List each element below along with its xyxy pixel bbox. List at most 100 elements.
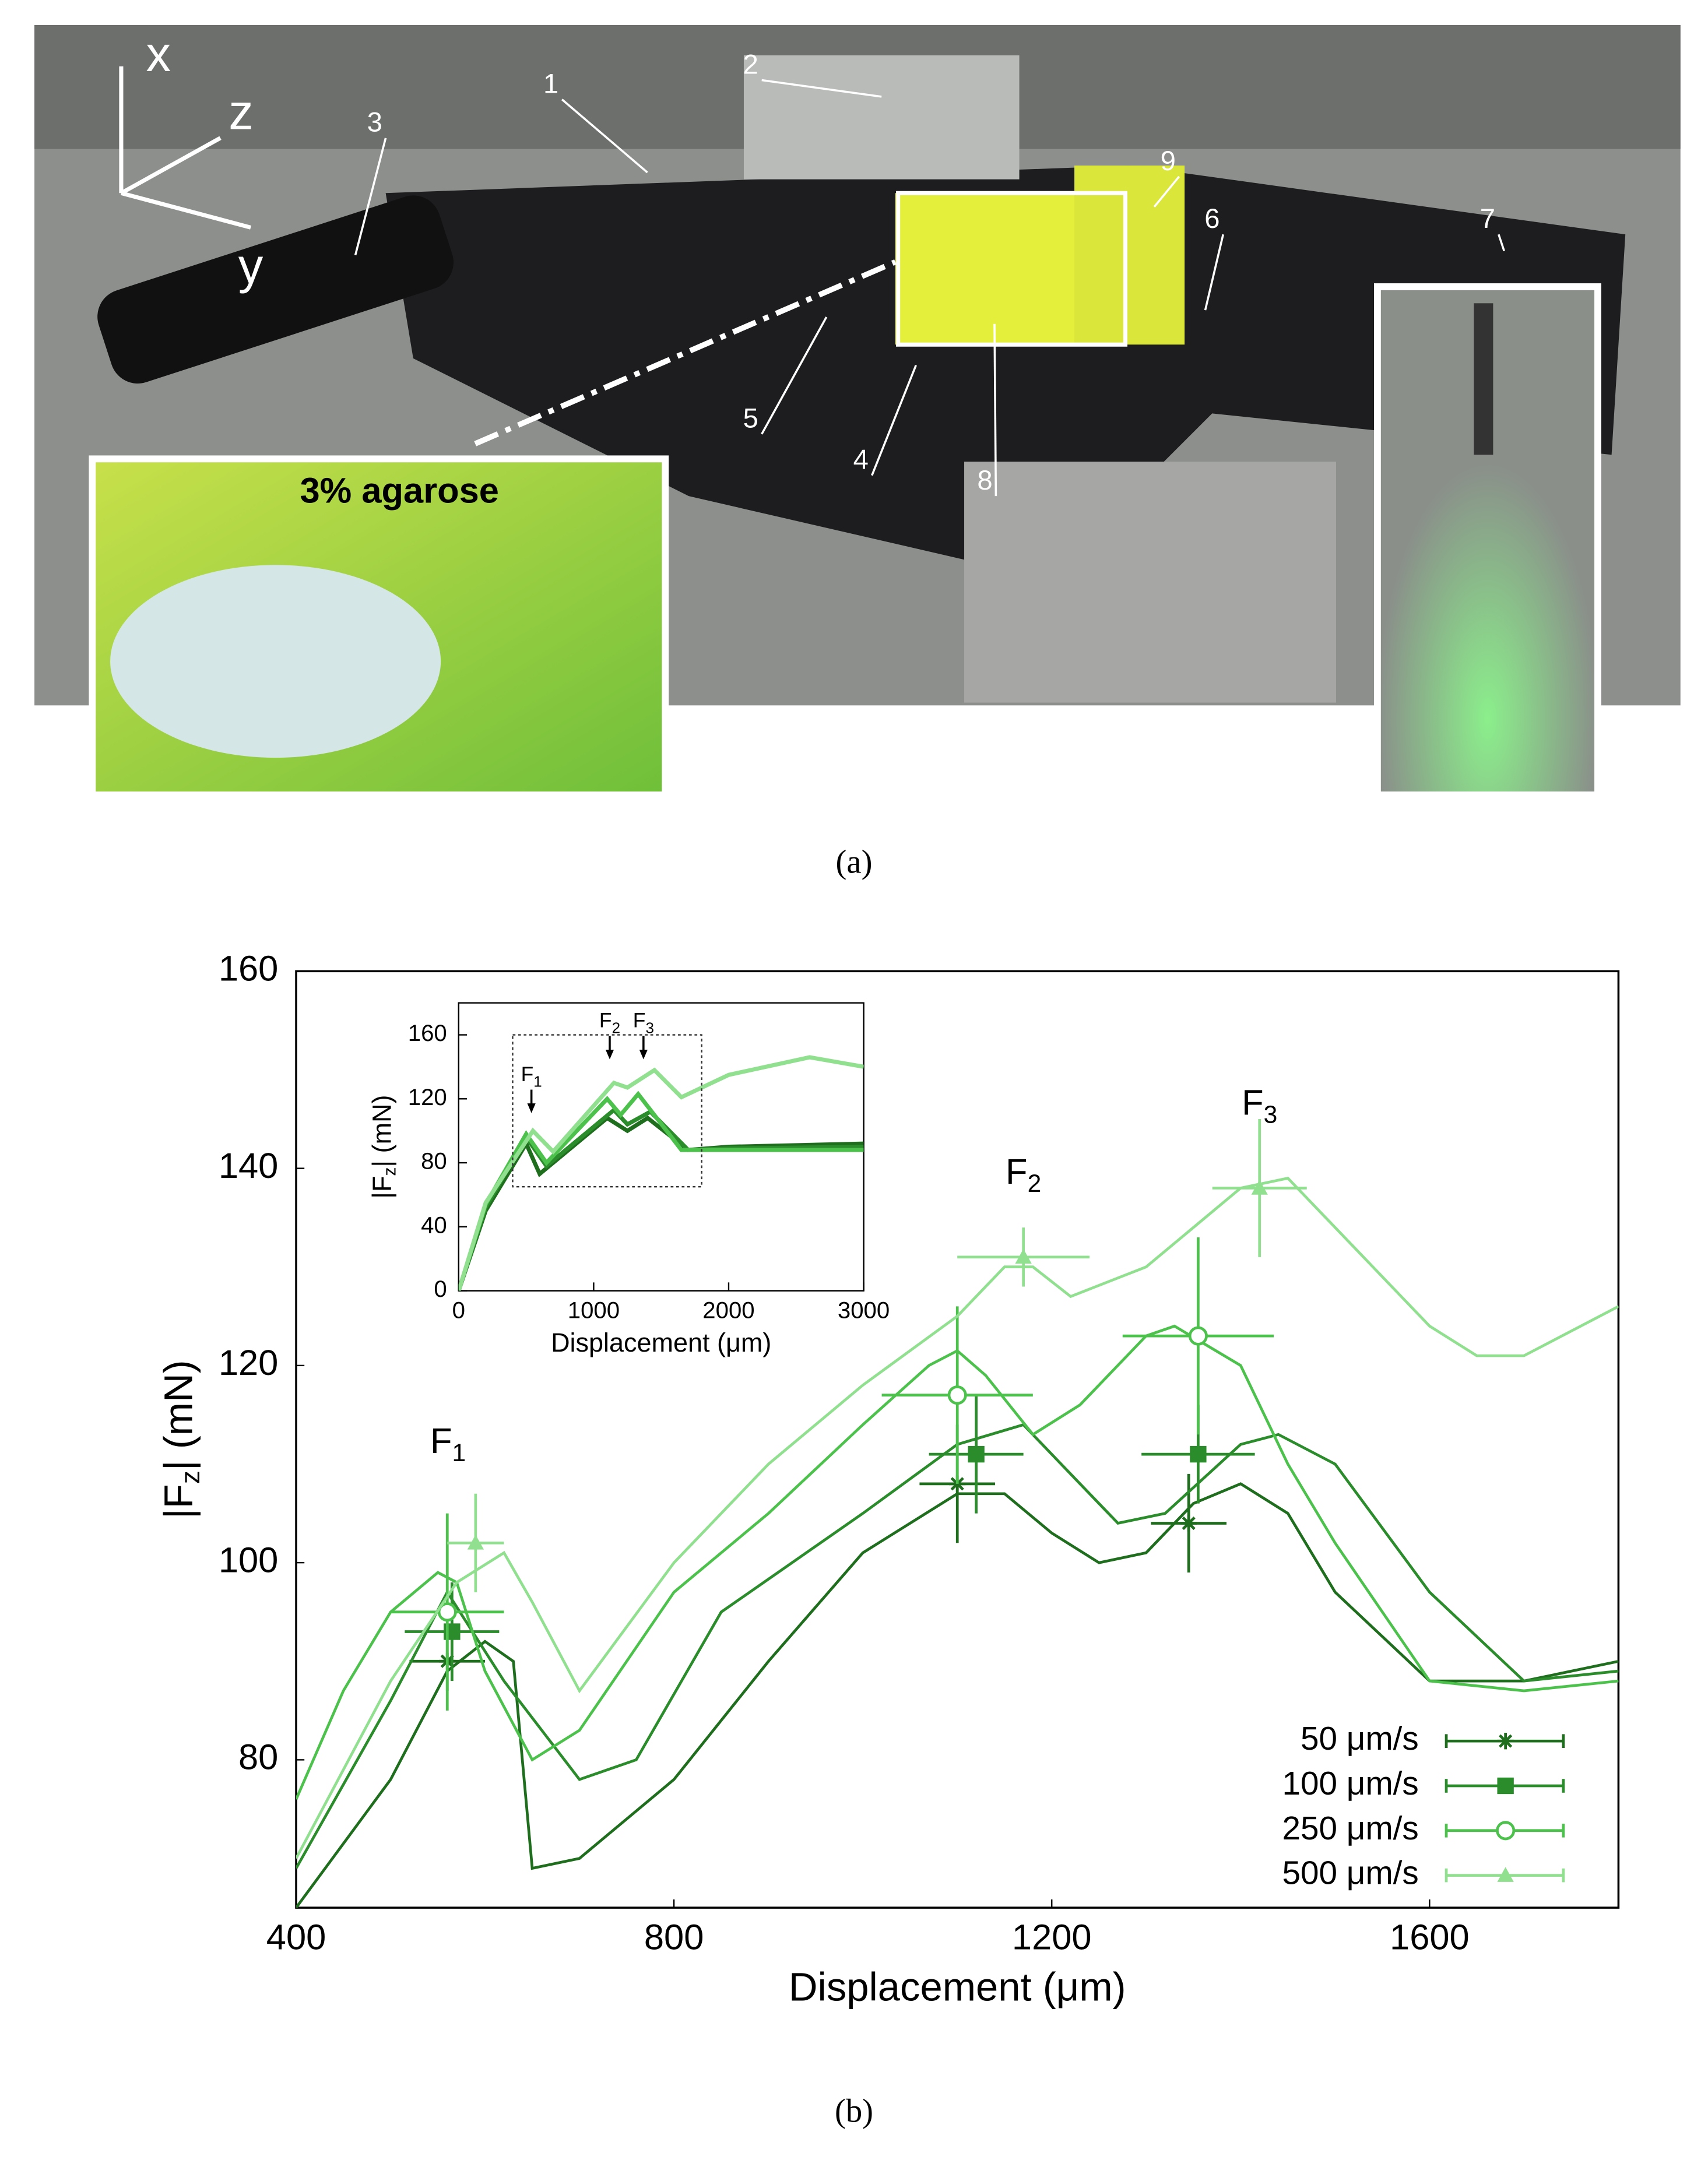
marker [1496, 1821, 1516, 1841]
carriage [743, 55, 1020, 180]
series-line [296, 1482, 1619, 1908]
callout-label: 4 [853, 445, 869, 476]
callout-label: 1 [543, 68, 558, 99]
marker [1497, 1867, 1514, 1882]
callout-line [761, 79, 882, 98]
axis-letter: z [229, 85, 254, 140]
callout-line [993, 323, 997, 497]
photo [34, 25, 1681, 798]
marker [437, 1602, 457, 1622]
needle-render-tip [1474, 303, 1493, 455]
callout-line [561, 98, 648, 174]
marker [1497, 1777, 1514, 1795]
legend-label: 100 μm/s [1282, 1765, 1418, 1802]
y-tick-label: 40 [421, 1212, 447, 1238]
caption: (b) [835, 2093, 873, 2130]
annotation-sub: 1 [452, 1439, 466, 1467]
inset-arrowhead [527, 1103, 536, 1113]
y-tick-label: 120 [219, 1343, 278, 1383]
annotation: F1 [430, 1421, 466, 1467]
annotation-text: F [599, 1009, 612, 1032]
x-tick-label: 1200 [1012, 1918, 1092, 1958]
axis-letter: y [238, 239, 263, 294]
y-tick-label: 120 [408, 1084, 447, 1110]
callout-line [1204, 234, 1224, 311]
callout-line [871, 364, 917, 476]
marker [947, 1385, 967, 1405]
annotation-sub: 2 [1028, 1170, 1042, 1198]
series [296, 1176, 1619, 1859]
annotation-sub: 3 [1264, 1101, 1278, 1129]
holder [1074, 166, 1185, 345]
inset-annotation: F1 [521, 1063, 542, 1090]
y-tick-label: 100 [219, 1540, 278, 1580]
callout-label: 6 [1204, 203, 1220, 234]
series [458, 1055, 864, 1291]
marker [1015, 1248, 1032, 1264]
legend-label: 250 μm/s [1282, 1810, 1418, 1847]
series [296, 1324, 1619, 1800]
marker [968, 1445, 985, 1463]
annotation-text: F [633, 1009, 646, 1032]
annotation-sub: 2 [612, 1019, 620, 1036]
inset-annotation: F3 [633, 1009, 654, 1036]
annotation: F3 [1242, 1083, 1277, 1129]
inset-arrowhead [639, 1050, 648, 1060]
motor [97, 195, 454, 384]
y-axis-label: |Fz| (mN) [367, 1095, 399, 1198]
annotation-text: F [521, 1063, 534, 1086]
y-tick-label: 80 [238, 1737, 278, 1778]
series-line [296, 1176, 1619, 1859]
inset-arrowhead [605, 1050, 614, 1060]
annotation-sub: 3 [645, 1019, 653, 1036]
block [964, 462, 1337, 703]
legend-label: 50 μm/s [1301, 1721, 1419, 1757]
zoom-line [474, 259, 897, 446]
callout-line [1498, 234, 1505, 252]
marker [1190, 1445, 1207, 1463]
annotation-sub: 1 [533, 1073, 542, 1090]
zoom-box [896, 191, 1128, 347]
y-axis-label-part: |F [367, 1176, 396, 1199]
callout-label: 8 [977, 465, 992, 496]
marker [1180, 1515, 1197, 1532]
x-tick-label: 3000 [838, 1297, 890, 1323]
x-tick-label: 0 [452, 1297, 465, 1323]
x-tick-label: 2000 [702, 1297, 754, 1323]
callout-line [761, 316, 828, 435]
callout-line [354, 138, 387, 256]
legend-label: 500 μm/s [1282, 1855, 1418, 1892]
callout-line [1153, 175, 1180, 208]
series [296, 1482, 1619, 1908]
y-tick-label: 160 [408, 1020, 447, 1046]
x-tick-label: 1000 [568, 1297, 620, 1323]
series-line [296, 1324, 1619, 1800]
marker [467, 1535, 484, 1550]
y-axis-label-part: z [380, 1167, 399, 1176]
callout-label: 3 [367, 107, 382, 138]
plot-frame [295, 970, 1620, 1909]
y-axis-label-part: | (mN) [367, 1095, 396, 1167]
inset-label: 3% agarose [300, 471, 499, 511]
annotation-text: F [430, 1421, 452, 1461]
y-axis-label-part: |F [156, 1484, 201, 1519]
caption: (a) [836, 843, 873, 880]
inset-annotation: F2 [599, 1009, 620, 1036]
annotation-text: F [1006, 1152, 1028, 1192]
callout-label: 2 [743, 49, 758, 80]
y-tick-label: 80 [421, 1148, 447, 1174]
x-tick-label: 1600 [1390, 1918, 1470, 1958]
series-line [458, 1055, 864, 1291]
y-tick-label: 0 [434, 1276, 447, 1302]
stage-plate [385, 166, 1626, 579]
x-tick-label: 400 [266, 1918, 326, 1958]
needle-hub [110, 565, 441, 758]
callout-label: 9 [1161, 146, 1176, 177]
x-tick-label: 800 [644, 1918, 704, 1958]
y-tick-label: 140 [219, 1146, 278, 1186]
annotation: F2 [1006, 1152, 1041, 1198]
y-axis-label-part: z [175, 1471, 205, 1484]
marker [1188, 1326, 1208, 1346]
